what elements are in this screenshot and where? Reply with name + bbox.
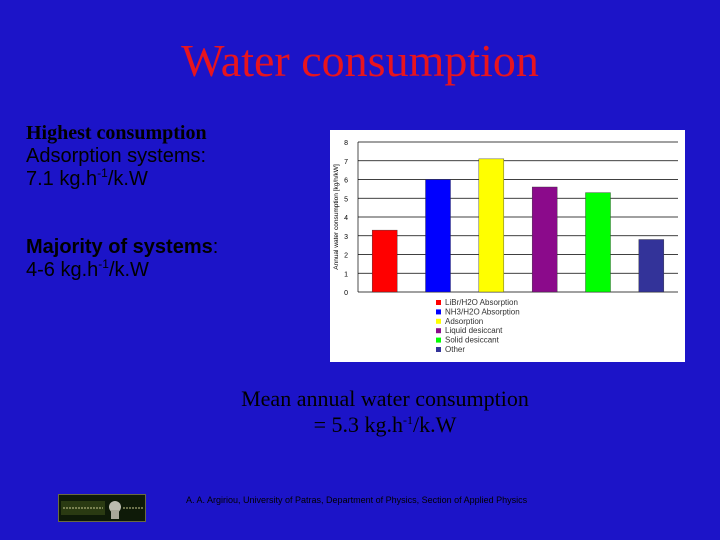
mean-value-number: = 5.3 kg.h bbox=[313, 412, 404, 437]
y-tick-label: 3 bbox=[344, 234, 348, 241]
legend-label: Solid desiccant bbox=[445, 336, 500, 345]
majority-heading-bold: Majority of systems bbox=[26, 236, 213, 258]
majority-value-exponent: -1 bbox=[98, 257, 109, 271]
legend-swatch bbox=[436, 318, 441, 324]
bar bbox=[425, 179, 451, 293]
adsorption-value-unit: /k.W bbox=[107, 168, 148, 190]
legend-label: Other bbox=[445, 345, 465, 354]
chart-panel: 0 1 2 3 4 5 6 7 8 Annual water consumption [kg/h/… bbox=[330, 130, 685, 362]
highest-consumption-block: Highest consumption Adsorption systems: … bbox=[26, 122, 207, 191]
majority-heading-colon: : bbox=[212, 236, 219, 258]
majority-value-unit: /k.W bbox=[108, 259, 149, 281]
mean-line2: = 5.3 kg.h-1/k.W bbox=[190, 412, 580, 438]
y-tick-label: 8 bbox=[344, 140, 348, 147]
adsorption-value: 7.1 kg.h-1/k.W bbox=[26, 166, 207, 191]
y-tick-label: 4 bbox=[344, 215, 348, 222]
mean-value-unit: /k.W bbox=[413, 412, 457, 437]
water-consumption-chart: 0 1 2 3 4 5 6 7 8 Annual water consumption [kg/h/… bbox=[333, 140, 678, 354]
adsorption-value-number: 7.1 kg.h bbox=[26, 168, 98, 190]
legend-swatch bbox=[436, 347, 441, 352]
y-tick-label: 0 bbox=[344, 290, 348, 297]
y-tick-label: 7 bbox=[344, 159, 348, 166]
bar bbox=[478, 158, 505, 293]
y-tick-label: 5 bbox=[344, 196, 348, 203]
bar bbox=[371, 229, 398, 293]
adsorption-label: Adsorption systems: bbox=[26, 145, 207, 167]
legend-swatch bbox=[436, 309, 441, 315]
bar bbox=[585, 192, 611, 293]
bar bbox=[531, 186, 558, 293]
footer-credit: A. A. Argiriou, University of Patras, De… bbox=[186, 495, 528, 505]
mean-line1: Mean annual water consumption bbox=[241, 386, 529, 411]
legend-label: LiBr/H2O Absorption bbox=[445, 298, 518, 307]
legend-swatch bbox=[436, 337, 441, 343]
majority-value-number: 4-6 kg.h bbox=[26, 259, 99, 281]
legend-label: Adsorption bbox=[445, 317, 483, 326]
majority-value: 4-6 kg.h-1/k.W bbox=[26, 257, 218, 282]
logo-graphic bbox=[61, 501, 143, 519]
y-tick-label: 6 bbox=[344, 178, 348, 185]
y-tick-label: 1 bbox=[344, 271, 348, 278]
adsorption-value-exponent: -1 bbox=[97, 166, 108, 180]
university-logo bbox=[58, 494, 146, 522]
y-tick-label: 2 bbox=[344, 253, 348, 260]
majority-heading: Majority of systems: bbox=[26, 236, 218, 259]
legend-label: NH3/H2O Absorption bbox=[445, 307, 520, 316]
slide-title: Water consumption bbox=[181, 35, 539, 86]
legend-label: Liquid desiccant bbox=[445, 326, 503, 335]
majority-block: Majority of systems: 4-6 kg.h-1/k.W bbox=[26, 236, 218, 282]
bar bbox=[638, 239, 665, 293]
legend-swatch bbox=[436, 300, 441, 305]
y-axis-label: Annual water consumption [kg/h/kW] bbox=[333, 164, 340, 270]
legend-swatch bbox=[436, 328, 441, 334]
mean-value-exponent: -1 bbox=[403, 413, 414, 427]
highest-consumption-heading: Highest consumption bbox=[26, 122, 207, 144]
mean-consumption-text: Mean annual water consumption = 5.3 kg.h… bbox=[190, 386, 580, 438]
